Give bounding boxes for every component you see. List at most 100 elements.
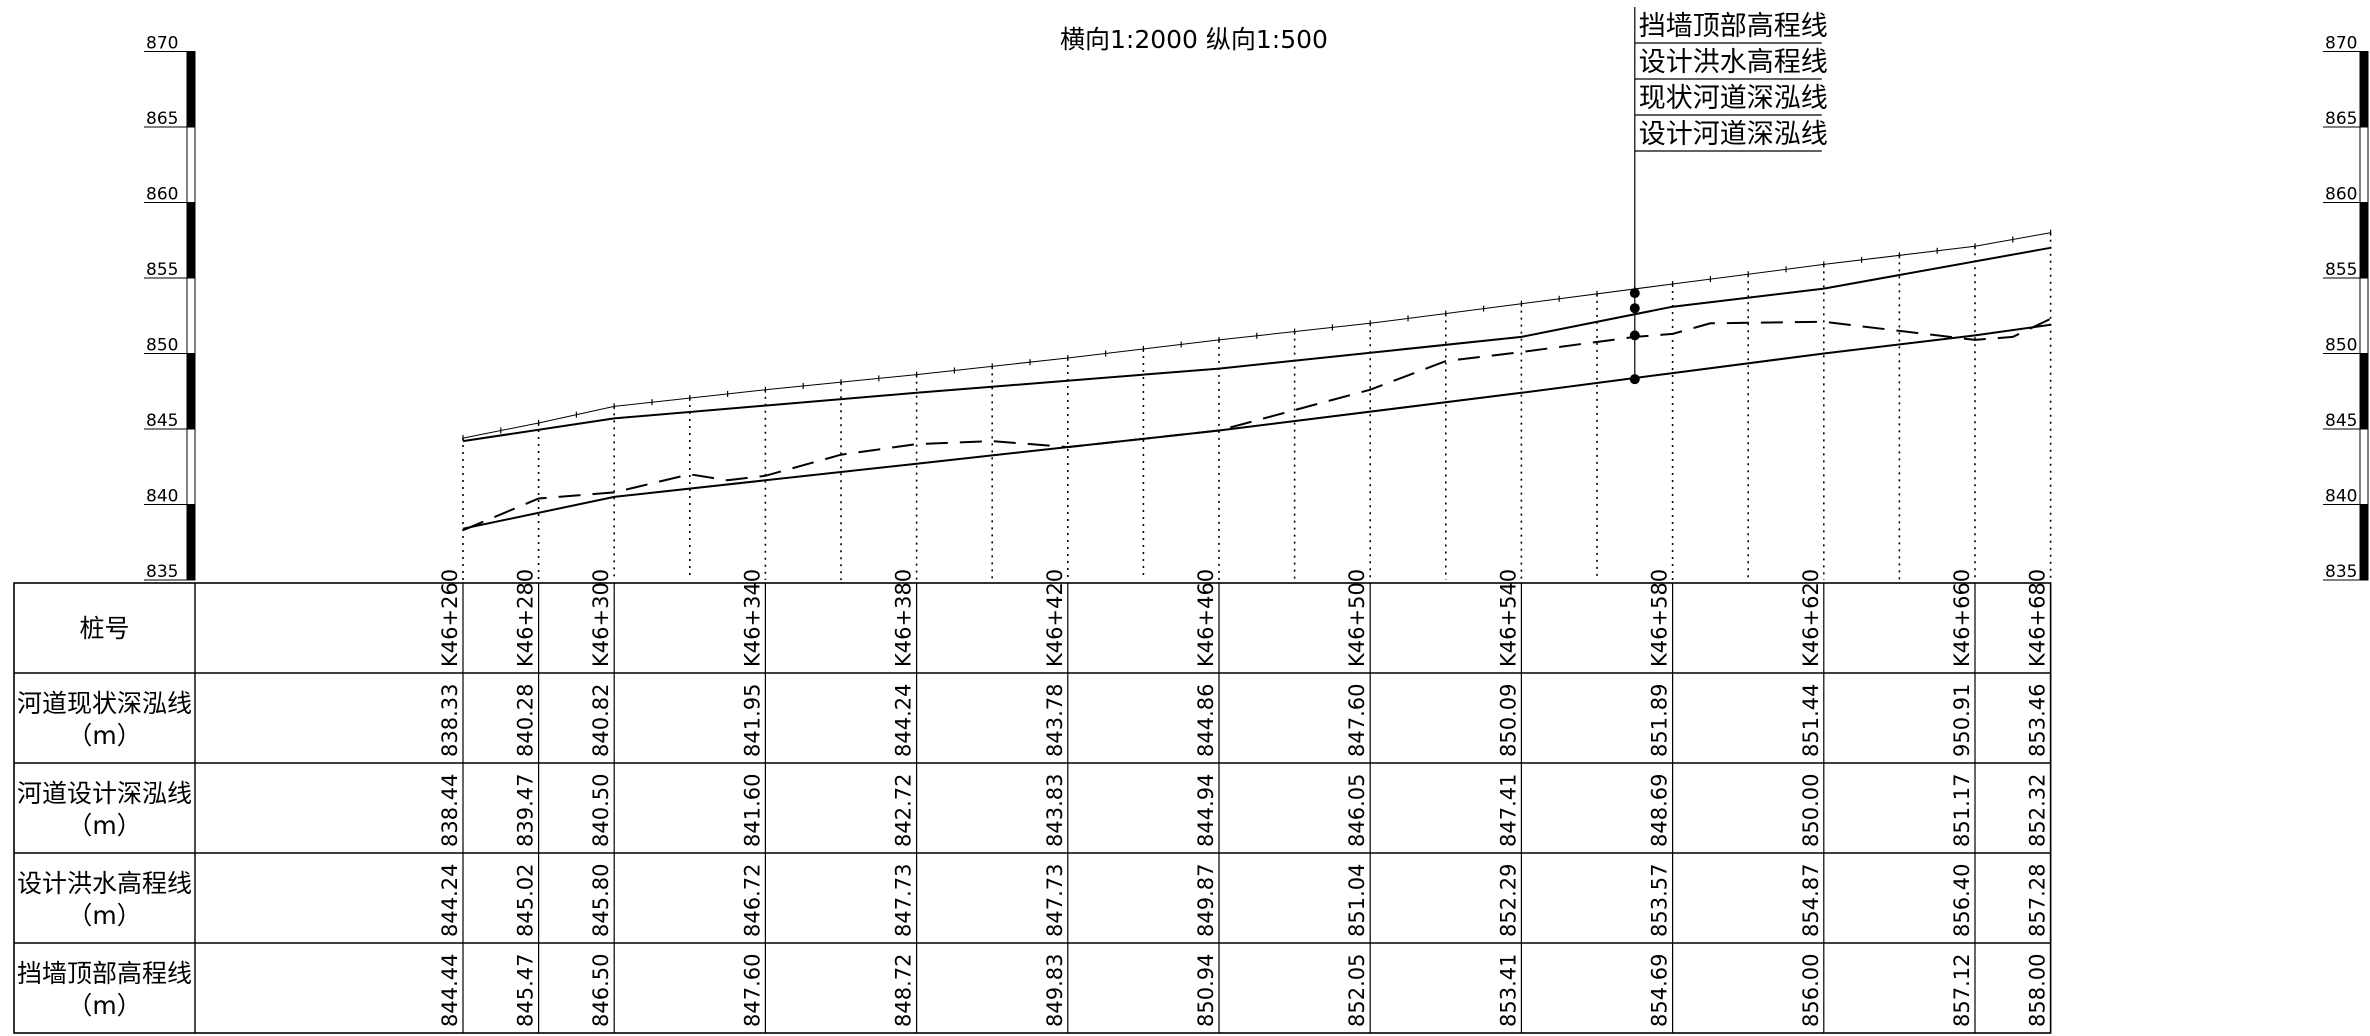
wall-top-value: 856.00 [1799,954,1823,1027]
design-thalweg-value: 846.05 [1345,774,1369,847]
legend-label: 设计河道深泓线 [1639,119,1828,150]
legend-leader-marker [1629,374,1640,385]
design-flood-value: 852.29 [1496,864,1520,937]
row-header-unit: （m） [67,811,141,840]
axis-right-segment [2359,428,2369,505]
axis-left-tick-label: 855 [146,260,178,280]
axis-right-tick-label: 855 [2325,260,2357,280]
axis-right-tick-label: 860 [2325,185,2357,205]
wall-top-value: 849.83 [1043,954,1067,1027]
existing-thalweg-value: 850.09 [1496,684,1520,757]
design-thalweg-value: 842.72 [892,774,916,847]
row-header-label: 挡墙顶部高程线 [17,959,192,988]
axis-left-segment [186,51,196,128]
wall-top-value: 850.94 [1194,954,1218,1027]
design-flood-value: 847.73 [892,864,916,937]
design-thalweg-value: 838.44 [438,774,462,847]
wall-top-value: 858.00 [2026,954,2050,1027]
existing-thalweg-value: 840.28 [514,684,538,757]
row-header-label: 桩号 [79,614,129,643]
row-header-label: 河道设计深泓线 [17,779,192,808]
axis-left-tick-label: 860 [146,185,178,205]
axis-right-tick-label: 850 [2325,336,2357,356]
wall-top-value: 847.60 [740,954,764,1027]
wall-top-value: 844.44 [438,954,462,1027]
table-border [13,582,2052,1034]
axis-right-segment [2359,353,2369,430]
existing-thalweg-value: 838.33 [438,684,462,757]
axis-left-segment [186,353,196,430]
station-label: K46+460 [1194,569,1218,667]
station-label: K46+500 [1345,569,1369,667]
row-header-unit: （m） [67,991,141,1020]
axis-right-tick-label: 835 [2325,562,2357,582]
design-flood-value: 849.87 [1194,864,1218,937]
axis-right-tick-label: 845 [2325,411,2357,431]
design-flood-value: 853.57 [1648,864,1672,937]
row-header-unit: （m） [67,901,141,930]
axis-left-segment [186,504,196,581]
design-thalweg-value: 839.47 [514,774,538,847]
station-label: K46+300 [589,569,613,667]
design-thalweg-value: 840.50 [589,774,613,847]
existing-thalweg-value: 844.86 [1194,684,1218,757]
axis-right-segment [2359,277,2369,354]
axis-left-segment [186,428,196,505]
axis-right-segment [2359,51,2369,128]
axis-left-tick-label: 835 [146,562,178,582]
design-thalweg-value: 841.60 [740,774,764,847]
design-thalweg-value: 848.69 [1648,774,1672,847]
station-label: K46+340 [740,569,764,667]
row-header-label: 河道现状深泓线 [17,689,192,718]
axis-left-segment [186,277,196,354]
wall-top-value: 845.47 [514,954,538,1027]
station-label: K46+620 [1799,569,1823,667]
wall-top-value: 853.41 [1496,954,1520,1027]
design-flood-value: 844.24 [438,864,462,937]
design-flood-value: 854.87 [1799,864,1823,937]
axis-left-tick-label: 870 [146,34,178,54]
axis-left-segment [186,202,196,279]
axis-left-tick-label: 865 [146,109,178,129]
design-flood-value: 846.72 [740,864,764,937]
wall-top-value: 857.12 [1950,954,1974,1027]
scale-note: 横向1:2000 纵向1:500 [1060,25,1328,54]
legend-label: 挡墙顶部高程线 [1639,11,1828,42]
design-flood-value: 845.02 [514,864,538,937]
row-header-unit: （m） [67,721,141,750]
wall-top-value: 852.05 [1345,954,1369,1027]
design-thalweg-line [462,323,2051,530]
existing-thalweg-value: 841.95 [740,684,764,757]
existing-thalweg-value: 851.44 [1799,684,1823,757]
axis-right-tick-label: 870 [2325,34,2357,54]
station-label: K46+260 [438,569,462,667]
existing-thalweg-value: 840.82 [589,684,613,757]
legend-label: 设计洪水高程线 [1639,47,1828,78]
design-flood-value: 845.80 [589,864,613,937]
existing-thalweg-line [462,317,2052,532]
elevation-axes: 835 840 845 850 855 860 865 870 835 840 845 850 855 8… [144,34,2369,582]
station-label: K46+680 [2026,569,2050,667]
legend-label: 现状河道深泓线 [1639,83,1828,114]
station-label: K46+580 [1648,569,1672,667]
station-label: K46+280 [514,569,538,667]
profile-curves [462,229,2052,532]
design-thalweg-value: 843.83 [1043,774,1067,847]
design-thalweg-value: 851.17 [1950,774,1974,847]
station-label: K46+660 [1950,569,1974,667]
axis-right-tick-label: 865 [2325,109,2357,129]
existing-thalweg-value: 853.46 [2026,684,2050,757]
axis-left-tick-label: 840 [146,487,178,507]
legend-leader-marker [1629,303,1640,314]
design-flood-value: 851.04 [1345,864,1369,937]
axis-right-tick-label: 840 [2325,487,2357,507]
row-header-label: 设计洪水高程线 [17,869,192,898]
wall-top-value: 846.50 [589,954,613,1027]
wall-top-value: 848.72 [892,954,916,1027]
design-flood-elevation-line [462,246,2051,443]
design-thalweg-value: 852.32 [2026,774,2050,847]
